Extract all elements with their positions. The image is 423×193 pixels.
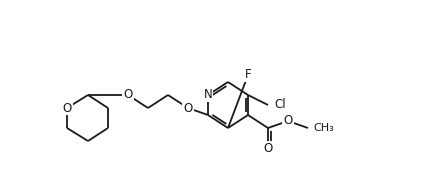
Text: O: O [264, 141, 273, 155]
Text: O: O [184, 102, 192, 114]
Text: O: O [62, 102, 71, 114]
Text: F: F [244, 69, 251, 81]
Text: Cl: Cl [274, 98, 286, 112]
Text: CH₃: CH₃ [313, 123, 334, 133]
Text: O: O [124, 89, 133, 102]
Text: N: N [203, 89, 212, 102]
Text: O: O [283, 114, 293, 128]
